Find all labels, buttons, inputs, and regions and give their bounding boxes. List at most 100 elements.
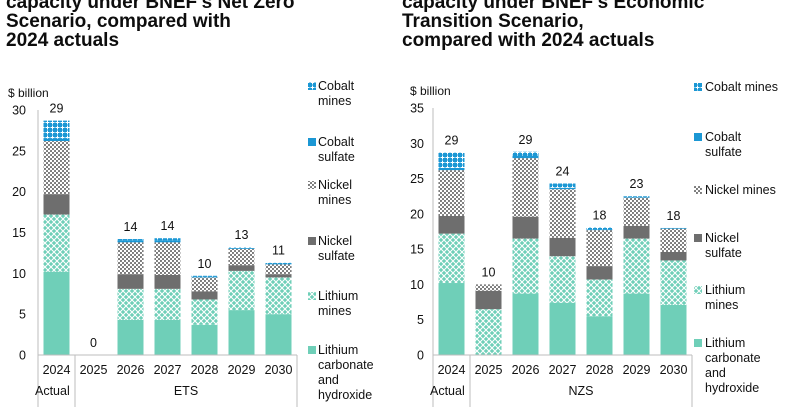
left-y-tick-5: 5 bbox=[19, 308, 26, 322]
right-bar-2027-cobalt-sulfate bbox=[549, 187, 576, 190]
right-legend-swatch-cobalt-sulfate bbox=[694, 133, 702, 141]
left-bar-2024-cobalt-mines bbox=[43, 120, 70, 139]
left-y-axis-label: $ billion bbox=[8, 86, 49, 100]
left-legend-swatch-lithium-mines bbox=[308, 292, 316, 300]
left-chart-title: capacity under BNEF's Net Zero Scenario,… bbox=[6, 0, 366, 50]
left-bar-2024-nickel-sulfate bbox=[43, 194, 70, 215]
right-x-tick-2026: 2026 bbox=[512, 363, 540, 377]
right-legend-label-lithium-carbonate-and-hydroxide-3: hydroxide bbox=[705, 381, 759, 395]
left-bar-2029-nickel-sulfate bbox=[228, 265, 255, 271]
right-bar-2028-lithium-mines bbox=[586, 279, 613, 317]
right-x-tick-2024: 2024 bbox=[438, 363, 466, 377]
left-y-tick-10: 10 bbox=[12, 267, 26, 281]
left-legend-label-lithium-mines-1: mines bbox=[318, 304, 351, 318]
left-bar-2026-nickel-mines bbox=[117, 242, 144, 275]
right-legend-swatch-nickel-sulfate bbox=[694, 234, 702, 242]
right-bar-2029-lithium-mines bbox=[623, 238, 650, 294]
right-legend-label-lithium-carbonate-and-hydroxide-2: and bbox=[705, 366, 726, 380]
right-legend-label-lithium-mines-1: mines bbox=[705, 298, 738, 312]
left-bar-2024-cobalt-sulfate bbox=[43, 138, 70, 142]
right-bar-2030-lithium-mines bbox=[660, 260, 687, 305]
right-bar-2030-lithium-carbonate-and-hydroxide bbox=[660, 304, 687, 355]
right-legend-swatch-lithium-carbonate-and-hydroxide bbox=[694, 339, 702, 347]
left-x-tick-2028: 2028 bbox=[191, 363, 219, 377]
right-legend-label-lithium-carbonate-and-hydroxide-1: carbonate bbox=[705, 351, 761, 365]
right-chart-title: capacity under BNEF's Economic Transitio… bbox=[402, 0, 782, 50]
right-legend-swatch-lithium-mines bbox=[694, 286, 702, 294]
right-x-tick-2029: 2029 bbox=[623, 363, 651, 377]
left-bar-2030-lithium-carbonate-and-hydroxide bbox=[265, 314, 292, 355]
left-legend-label-lithium-carbonate-and-hydroxide-1: carbonate bbox=[318, 358, 374, 372]
left-bar-2026-cobalt-sulfate bbox=[117, 240, 144, 243]
left-legend-label-nickel-sulfate-0: Nickel bbox=[318, 234, 352, 248]
right-legend-label-cobalt-mines-0: Cobalt mines bbox=[705, 80, 778, 94]
left-bar-2024-nickel-mines bbox=[43, 141, 70, 195]
left-bar-2026-cobalt-mines bbox=[117, 239, 144, 241]
right-bar-2029-cobalt-mines bbox=[623, 196, 650, 197]
right-bar-2027-lithium-mines bbox=[549, 256, 576, 303]
left-legend-swatch-nickel-sulfate bbox=[308, 237, 316, 245]
left-total-label-2024: 29 bbox=[50, 102, 64, 116]
right-bar-2026-nickel-mines bbox=[512, 158, 539, 217]
right-y-tick-5: 5 bbox=[417, 313, 424, 327]
right-bar-2027-cobalt-mines bbox=[549, 183, 576, 188]
right-total-label-2024: 29 bbox=[445, 133, 459, 147]
left-legend-label-nickel-sulfate-1: sulfate bbox=[318, 249, 355, 263]
left-bar-2030-cobalt-mines bbox=[265, 262, 292, 264]
left-bar-2024-lithium-mines bbox=[43, 214, 70, 272]
right-bar-2027-nickel-sulfate bbox=[549, 237, 576, 257]
left-bar-2027-lithium-mines bbox=[154, 288, 181, 320]
left-bar-2024-lithium-carbonate-and-hydroxide bbox=[43, 271, 70, 355]
right-bar-2024-nickel-mines bbox=[438, 170, 465, 216]
left-group-label-actual: Actual bbox=[35, 384, 70, 398]
left-bar-2026-lithium-carbonate-and-hydroxide bbox=[117, 319, 144, 355]
left-y-tick-30: 30 bbox=[12, 104, 26, 118]
right-bar-2024-cobalt-sulfate bbox=[438, 167, 465, 171]
left-bar-2030-lithium-mines bbox=[265, 277, 292, 315]
right-total-label-2025: 10 bbox=[482, 265, 496, 279]
left-bar-2029-cobalt-sulfate bbox=[228, 248, 255, 249]
right-legend-swatch-nickel-mines bbox=[694, 186, 702, 194]
left-bar-2027-cobalt-mines bbox=[154, 238, 181, 241]
right-bar-2024-lithium-mines bbox=[438, 233, 465, 284]
left-legend-swatch-nickel-mines bbox=[308, 181, 316, 189]
left-total-label-2030: 11 bbox=[272, 244, 285, 258]
left-y-tick-15: 15 bbox=[12, 226, 26, 240]
left-legend-label-lithium-carbonate-and-hydroxide-2: and bbox=[318, 373, 339, 387]
right-bar-2030-cobalt-sulfate bbox=[660, 227, 687, 229]
left-total-label-2026: 14 bbox=[124, 220, 138, 234]
right-total-label-2026: 29 bbox=[519, 133, 533, 147]
left-y-tick-0: 0 bbox=[19, 349, 26, 363]
left-x-tick-2024: 2024 bbox=[43, 363, 71, 377]
left-total-label-2029: 13 bbox=[235, 228, 249, 242]
right-total-label-2027: 24 bbox=[556, 165, 570, 179]
right-bar-2029-nickel-sulfate bbox=[623, 225, 650, 239]
right-total-label-2030: 18 bbox=[667, 209, 681, 223]
right-legend-label-cobalt-sulfate-1: sulfate bbox=[705, 145, 742, 159]
right-bar-2025-nickel-mines bbox=[475, 284, 502, 291]
left-total-label-2025: 0 bbox=[90, 336, 97, 350]
left-legend-swatch-cobalt-mines bbox=[308, 82, 316, 90]
right-x-tick-2030: 2030 bbox=[660, 363, 688, 377]
left-bar-2028-cobalt-mines bbox=[191, 275, 218, 277]
right-legend-label-lithium-mines-0: Lithium bbox=[705, 283, 745, 297]
left-bar-2027-nickel-mines bbox=[154, 242, 181, 275]
right-bar-2026-nickel-sulfate bbox=[512, 216, 539, 239]
left-legend-swatch-lithium-carbonate-and-hydroxide bbox=[308, 346, 316, 354]
right-y-tick-0: 0 bbox=[417, 349, 424, 363]
left-total-label-2028: 10 bbox=[198, 257, 212, 271]
right-bar-2024-cobalt-mines bbox=[438, 152, 465, 168]
left-bar-2027-lithium-carbonate-and-hydroxide bbox=[154, 319, 181, 355]
left-total-label-2027: 14 bbox=[161, 219, 175, 233]
left-bar-2026-nickel-sulfate bbox=[117, 274, 144, 289]
left-legend-swatch-cobalt-sulfate bbox=[308, 138, 316, 146]
right-title-line-3: compared with 2024 actuals bbox=[402, 30, 655, 51]
right-bar-2028-cobalt-mines bbox=[586, 227, 613, 230]
left-y-tick-20: 20 bbox=[12, 185, 26, 199]
left-title-line-1: capacity under BNEF's Net Zero bbox=[6, 0, 295, 13]
right-legend-label-nickel-sulfate-1: sulfate bbox=[705, 246, 742, 260]
left-legend-label-nickel-mines-0: Nickel bbox=[318, 178, 352, 192]
right-y-axis-label: $ billion bbox=[410, 84, 451, 98]
right-title-line-2: Transition Scenario, bbox=[402, 11, 584, 32]
right-legend-label-nickel-sulfate-0: Nickel bbox=[705, 231, 739, 245]
